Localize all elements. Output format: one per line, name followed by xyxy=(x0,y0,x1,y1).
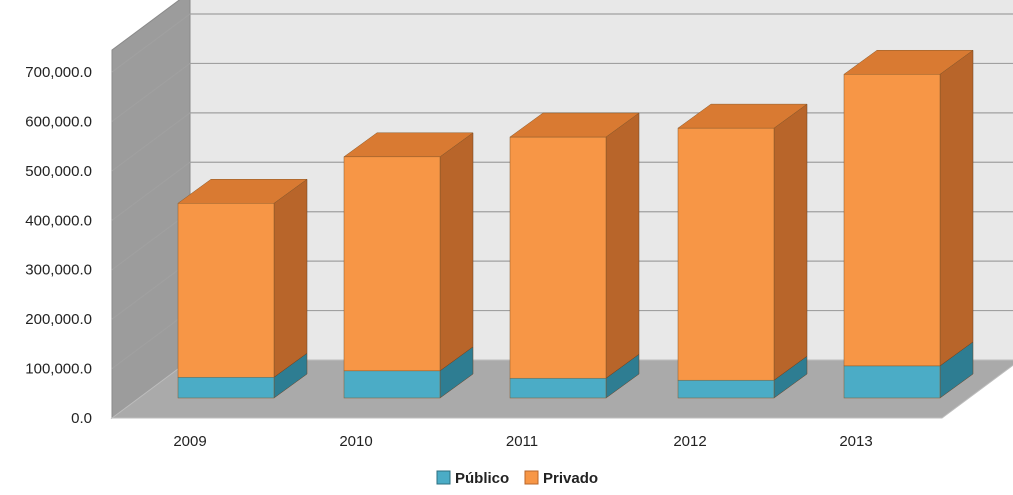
bar-group-2013 xyxy=(843,49,974,399)
gridline xyxy=(111,13,1013,73)
bar-privado-2013-side xyxy=(939,49,974,367)
bar-privado-2012-top xyxy=(677,103,808,129)
bar-privado-2009 xyxy=(177,203,275,378)
bars xyxy=(177,49,974,399)
y-tick-label: 400,000.0 xyxy=(25,212,92,229)
legend-label-privado: Privado xyxy=(543,470,598,487)
bar-publico-2012 xyxy=(677,379,775,399)
bar-privado-2012 xyxy=(677,127,775,381)
bar-privado-2012-side xyxy=(773,103,808,381)
y-tick-label: 600,000.0 xyxy=(25,113,92,130)
legend-swatch-privado xyxy=(524,470,539,485)
x-tick-label: 2012 xyxy=(673,433,706,450)
bar-publico-2013 xyxy=(843,365,941,399)
bar-privado-2009-top xyxy=(177,179,308,204)
x-tick-label: 2011 xyxy=(506,433,538,450)
y-tick-label: 100,000.0 xyxy=(25,361,92,378)
y-tick-label: 700,000.0 xyxy=(25,64,92,81)
bar-privado-2011 xyxy=(509,136,607,379)
bar-group-2010 xyxy=(343,132,474,399)
y-tick-label: 200,000.0 xyxy=(25,311,92,328)
y-tick-label: 500,000.0 xyxy=(25,163,92,180)
bar-privado-2013 xyxy=(843,73,941,367)
gridline xyxy=(111,62,1013,122)
legend-swatch-publico xyxy=(436,470,451,485)
bar-privado-2011-side xyxy=(605,112,640,379)
bar-group-2009 xyxy=(177,178,308,399)
bar-privado-2011-top xyxy=(509,112,640,138)
bar-publico-2010 xyxy=(343,370,441,399)
bar-privado-2013-top xyxy=(843,49,974,75)
bar-group-2012 xyxy=(677,103,808,399)
x-tick-label: 2009 xyxy=(173,433,206,450)
x-axis-ticks: 2009 2010 2011 2012 2013 xyxy=(173,433,872,450)
bar-privado-2010-side xyxy=(439,132,474,372)
y-axis-ticks: 0.0 100,000.0 200,000.0 300,000.0 400,000.0 5… xyxy=(25,64,92,427)
y-tick-label: 0.0 xyxy=(71,410,92,427)
bar-privado-2010-top xyxy=(343,132,474,158)
bar-privado-2010 xyxy=(343,156,441,372)
x-tick-label: 2013 xyxy=(839,433,872,450)
bar-publico-2011 xyxy=(509,377,607,399)
bar-group-2011 xyxy=(509,112,640,399)
bar-privado-2009-side xyxy=(273,178,308,378)
legend-label-publico: Público xyxy=(455,470,509,487)
x-tick-label: 2010 xyxy=(339,433,372,450)
y-tick-label: 300,000.0 xyxy=(25,262,92,279)
legend: Público Privado xyxy=(436,470,598,487)
bar-publico-2009 xyxy=(177,376,275,399)
